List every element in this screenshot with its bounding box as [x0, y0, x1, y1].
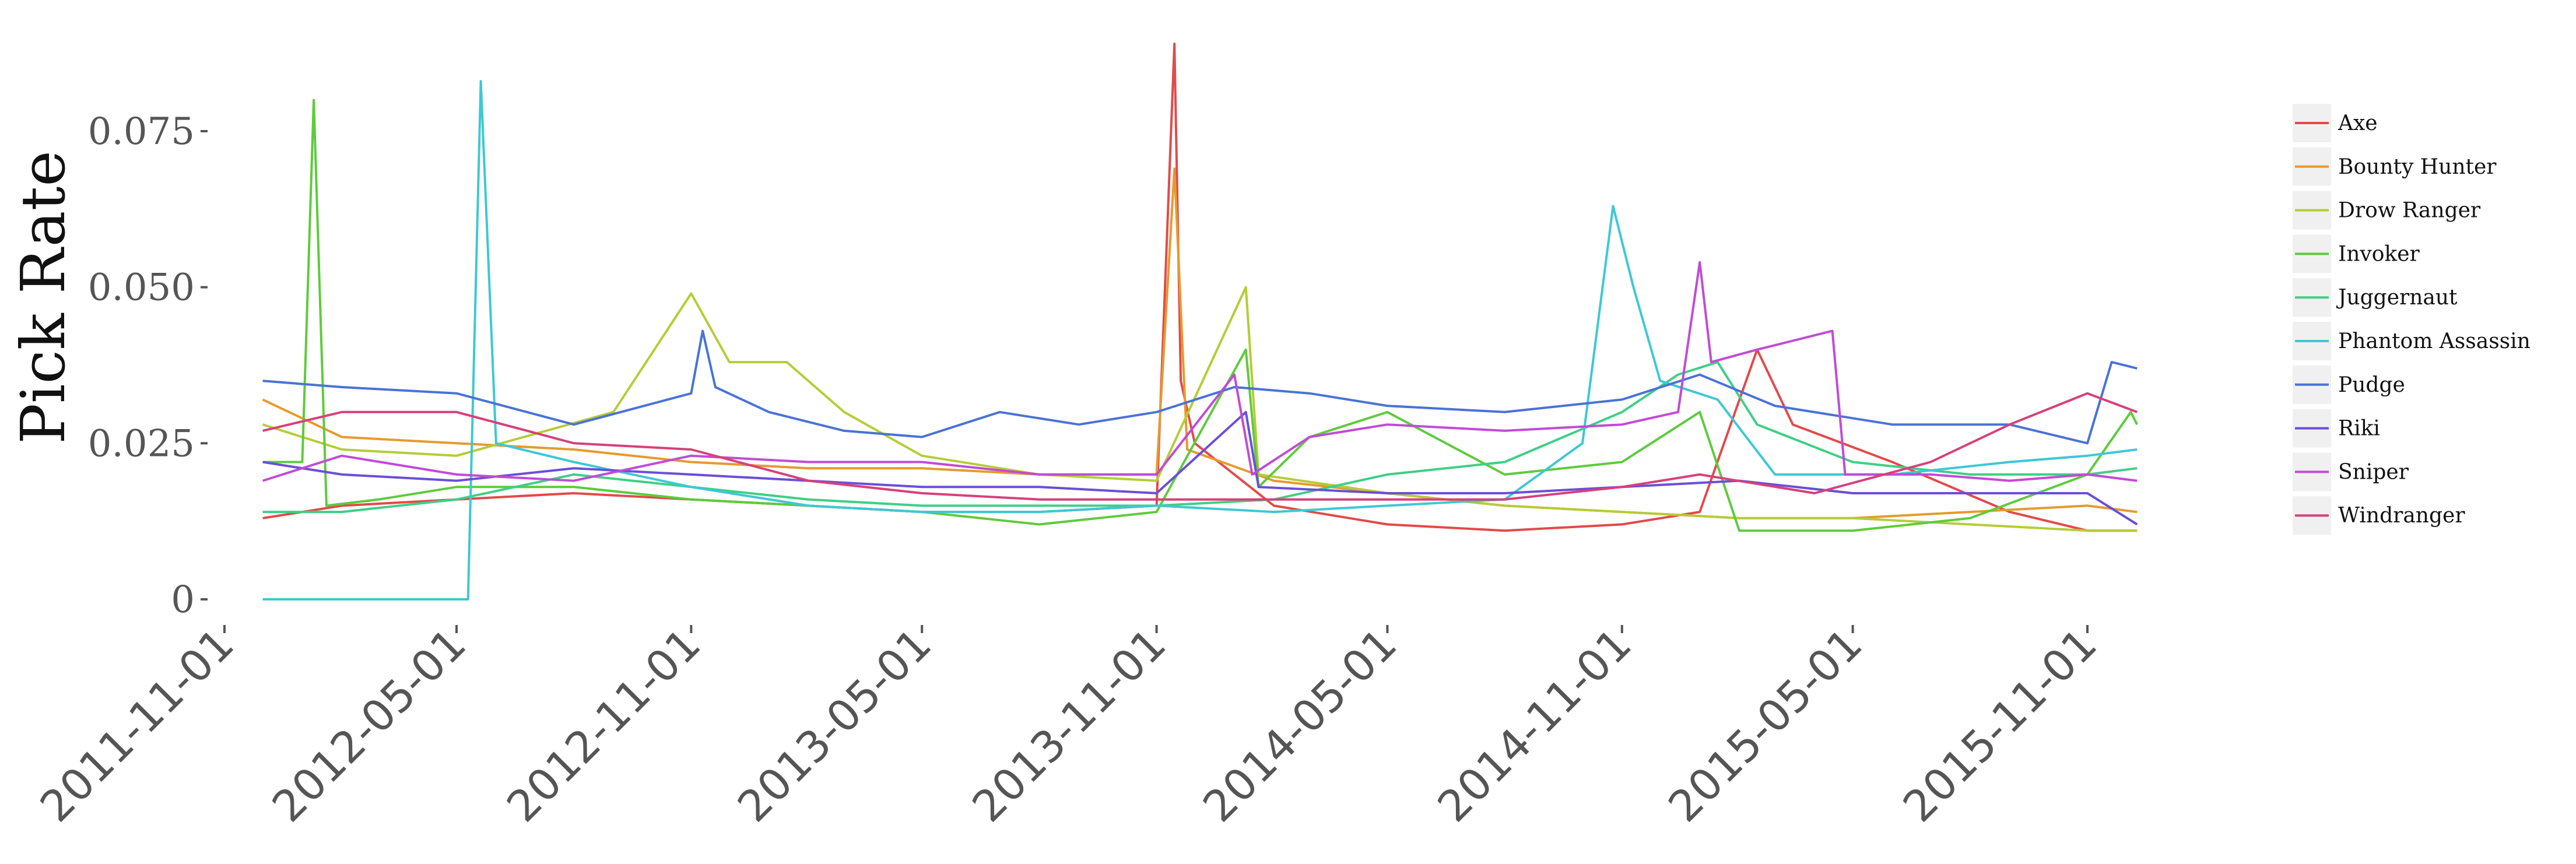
- legend-item-juggernaut: Juggernaut: [2293, 278, 2458, 317]
- series-line-phantom-assassin: [262, 80, 2138, 600]
- x-tick-label: 2014-05-01: [1194, 619, 1406, 832]
- series-line-invoker: [262, 99, 2139, 532]
- y-axis-label: Pick Rate: [8, 150, 79, 444]
- legend: Axe Bounty Hunter Drow Ranger Invoker Jugger…: [2293, 104, 2531, 535]
- legend-item-windranger: Windranger: [2293, 496, 2465, 535]
- y-axis: 0 0.025 0.050 0.075: [88, 110, 208, 621]
- y-tick-label: 0.050: [88, 266, 195, 310]
- series-line-pudge: [262, 329, 2138, 445]
- y-tick-label: 0.075: [88, 110, 195, 153]
- x-tick-label: 2015-05-01: [1659, 619, 1872, 832]
- series-line-sniper: [262, 261, 2138, 482]
- x-tick-label: 2013-05-01: [728, 619, 941, 832]
- legend-label: Axe: [2338, 111, 2378, 135]
- series-line-windranger: [262, 392, 2138, 501]
- x-tick-label: 2014-11-01: [1429, 619, 1641, 832]
- x-tick-label: 2011-11-01: [31, 619, 244, 832]
- y-tick-label: 0.025: [88, 422, 195, 465]
- series-line-bounty-hunter: [262, 167, 2138, 519]
- series-layer: [262, 43, 2139, 600]
- legend-label: Juggernaut: [2336, 286, 2458, 310]
- legend-item-sniper: Sniper: [2293, 452, 2409, 491]
- x-tick-label: 2012-05-01: [263, 619, 476, 832]
- legend-item-bounty-hunter: Bounty Hunter: [2293, 147, 2497, 186]
- legend-item-phantom-assassin: Phantom Assassin: [2293, 322, 2531, 360]
- legend-item-pudge: Pudge: [2293, 365, 2405, 404]
- y-tick-label: 0: [171, 578, 195, 621]
- x-tick-label: 2015-11-01: [1894, 619, 2107, 832]
- series-line-drow-ranger: [262, 286, 2138, 532]
- legend-label: Windranger: [2338, 504, 2465, 528]
- legend-item-axe: Axe: [2293, 104, 2378, 142]
- legend-item-riki: Riki: [2293, 409, 2380, 448]
- series-line-axe: [262, 43, 2138, 532]
- x-axis: 2011-11-01 2012-05-01 2012-11-01 2013-05-01…: [31, 619, 2107, 832]
- x-tick-label: 2013-11-01: [963, 619, 1175, 832]
- legend-label: Phantom Assassin: [2338, 329, 2531, 353]
- legend-label: Sniper: [2338, 460, 2409, 484]
- legend-label: Riki: [2338, 417, 2380, 441]
- series-line-riki: [262, 410, 2138, 526]
- legend-label: Bounty Hunter: [2338, 155, 2497, 179]
- legend-item-drow-ranger: Drow Ranger: [2293, 191, 2481, 230]
- legend-label: Invoker: [2338, 242, 2420, 266]
- legend-label: Pudge: [2338, 373, 2405, 397]
- legend-item-invoker: Invoker: [2293, 234, 2420, 273]
- x-tick-label: 2012-11-01: [497, 619, 710, 832]
- legend-label: Drow Ranger: [2338, 199, 2481, 223]
